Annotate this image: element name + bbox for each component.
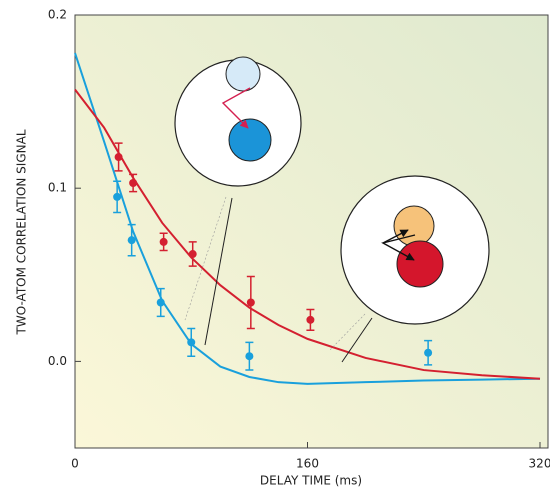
y-tick-label: 0.2	[48, 8, 67, 22]
data-point	[160, 238, 168, 246]
chart: DELAY TIME (ms) TWO-ATOM CORRELATION SIG…	[0, 0, 550, 495]
data-point	[245, 352, 253, 360]
data-point	[128, 236, 136, 244]
data-point	[129, 179, 137, 187]
data-point	[115, 153, 123, 161]
data-point	[189, 250, 197, 258]
data-point	[247, 299, 255, 307]
y-axis-label: TWO-ATOM CORRELATION SIGNAL	[15, 129, 29, 335]
data-point	[157, 299, 165, 307]
x-axis-label: DELAY TIME (ms)	[260, 474, 362, 488]
x-tick-label: 320	[529, 457, 550, 471]
x-tick-label: 0	[71, 457, 79, 471]
y-tick-label: 0.1	[48, 181, 67, 195]
data-point	[306, 316, 314, 324]
data-point	[113, 193, 121, 201]
data-point	[187, 338, 195, 346]
x-tick-label: 160	[296, 457, 319, 471]
data-point	[424, 349, 432, 357]
y-tick-label: 0.0	[48, 354, 67, 368]
